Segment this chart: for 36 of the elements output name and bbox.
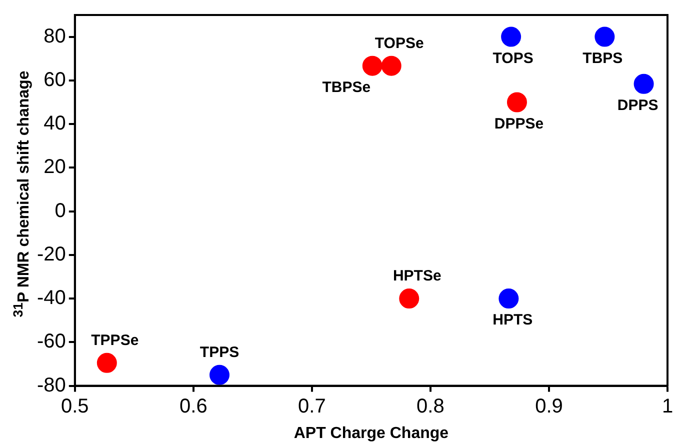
x-tick-label: 0.7 [298, 395, 326, 418]
y-tick-label: 20 [44, 156, 66, 178]
point [594, 26, 615, 47]
y-tick-label: 40 [44, 112, 66, 135]
point [210, 364, 230, 385]
x-tick-label: 0.9 [535, 395, 563, 418]
annotation: HPTS [492, 312, 533, 329]
y-tick-label: -80 [37, 374, 66, 396]
x-tick-label: 0.6 [180, 395, 208, 418]
point [381, 56, 402, 76]
y-tick-label: 80 [44, 25, 66, 48]
point [399, 288, 420, 309]
x-tick-label: 0.5 [61, 395, 89, 418]
y-tick-label: -60 [37, 330, 66, 353]
x-tick-label: 1 [662, 395, 674, 418]
point [634, 74, 654, 94]
y-tick-label: 0 [54, 200, 66, 222]
annotation: TPPSe [91, 332, 139, 350]
annotation: TBPS [582, 50, 623, 67]
x-tick-label: 0.8 [416, 395, 444, 418]
annotation: HPTSe [392, 268, 442, 285]
y-tick-label: 60 [44, 68, 66, 91]
y-tick-label: -40 [37, 287, 66, 310]
annotation: DPPSe [494, 115, 544, 132]
annotation: DPPS [617, 97, 658, 114]
annotation: TPPS [200, 344, 240, 362]
point [501, 26, 522, 47]
point [498, 288, 519, 309]
annotation: TOPSe [374, 34, 424, 52]
annotation: TBPSe [322, 78, 371, 96]
x-axis-title: APT Charge Change [294, 424, 449, 442]
point [362, 56, 382, 76]
annotation: TOPS [492, 50, 534, 67]
y-tick-label: -20 [37, 243, 66, 266]
point [96, 352, 117, 373]
point [506, 92, 527, 112]
